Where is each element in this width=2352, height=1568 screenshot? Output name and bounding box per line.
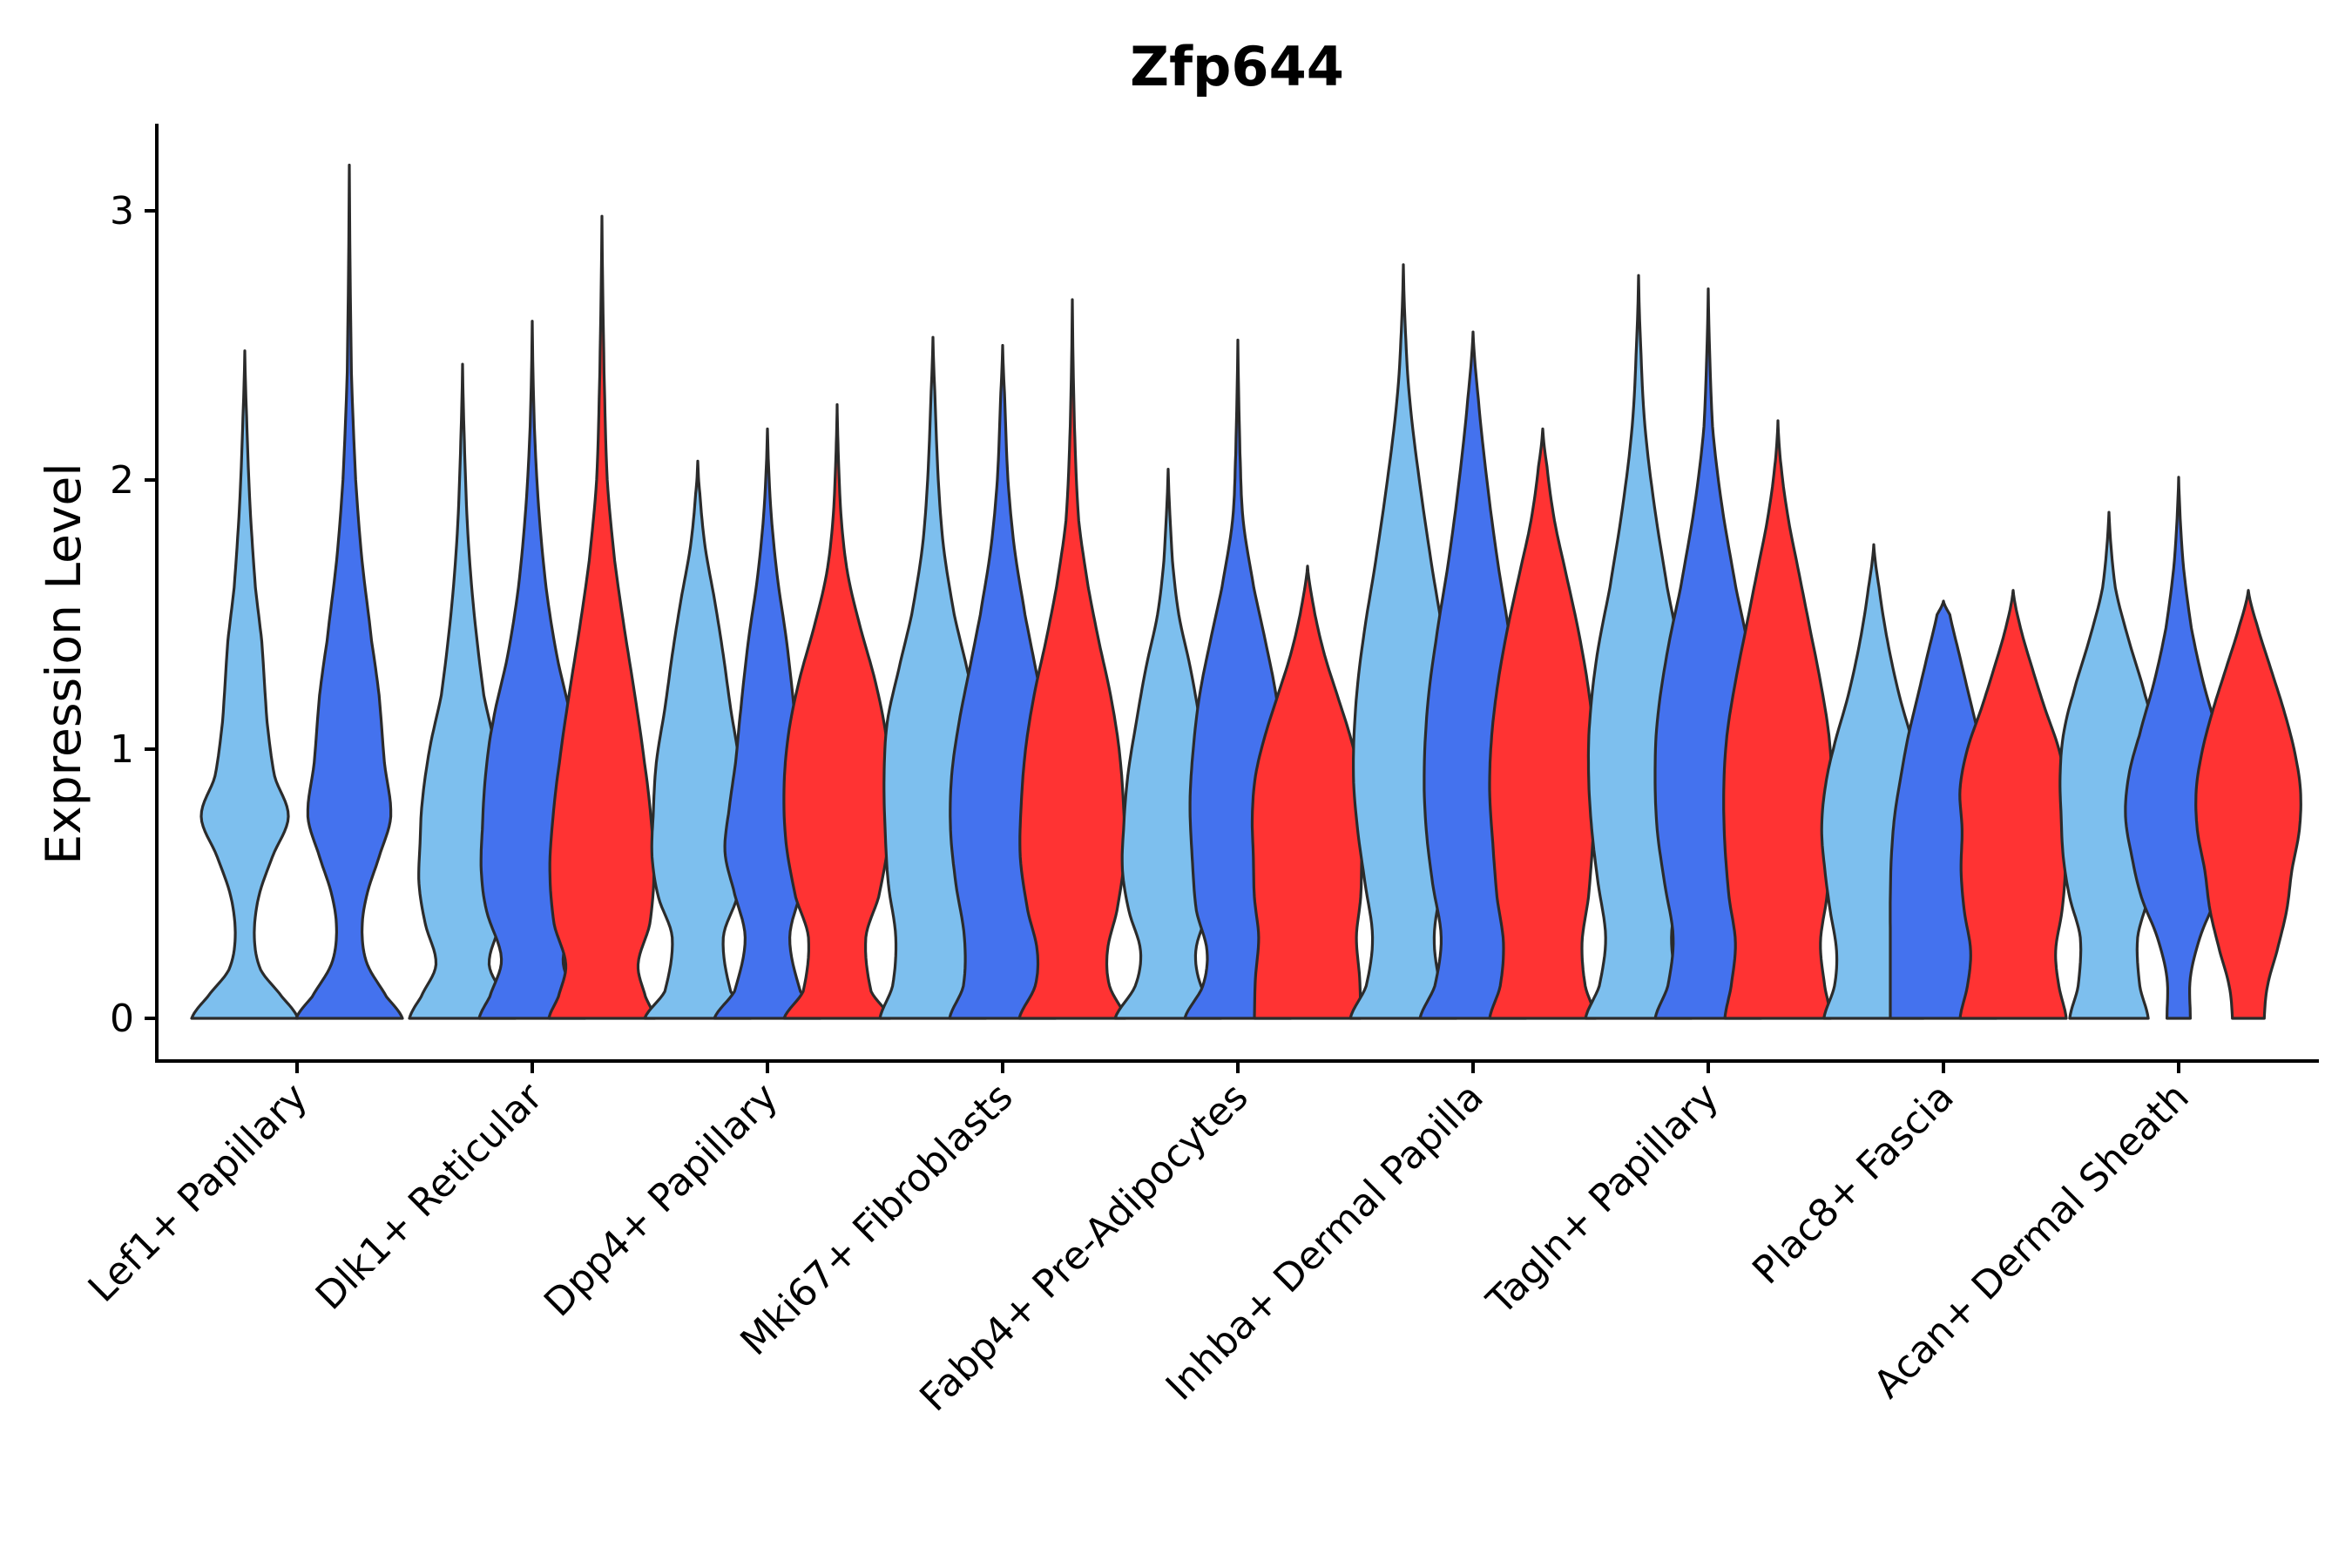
y-tick-label: 3 xyxy=(110,189,134,233)
x-tick-label: Lef1+ Papillary xyxy=(80,1075,316,1311)
x-tick-label: Tagln+ Papillary xyxy=(1478,1075,1727,1324)
violin-6-2 xyxy=(1722,419,1834,1020)
violin-2-2 xyxy=(782,402,892,1020)
x-tick-label: Dlk1+ Reticular xyxy=(308,1074,552,1319)
violin-8-2 xyxy=(2194,589,2302,1020)
y-tick-label: 0 xyxy=(110,997,134,1041)
violin-plot-area xyxy=(190,163,2302,1020)
chart-title: Zfp644 xyxy=(1130,35,1344,98)
violin-2-0 xyxy=(643,459,753,1020)
y-axis-ticks: 0 1 2 3 xyxy=(110,189,157,1041)
violin-0-1 xyxy=(294,163,404,1020)
x-tick-label: Plac8+ Fascia xyxy=(1744,1075,1963,1294)
y-axis-label: Expression Level xyxy=(36,463,91,864)
y-tick-label: 2 xyxy=(110,458,134,503)
violin-5-2 xyxy=(1488,427,1598,1020)
y-tick-label: 1 xyxy=(110,727,134,772)
violin-1-2 xyxy=(547,214,657,1020)
violin-7-2 xyxy=(1958,589,2068,1020)
violin-0-0 xyxy=(190,349,300,1020)
x-tick-label: Dpp4+ Papillary xyxy=(536,1075,787,1326)
violin-4-2 xyxy=(1250,564,1365,1020)
